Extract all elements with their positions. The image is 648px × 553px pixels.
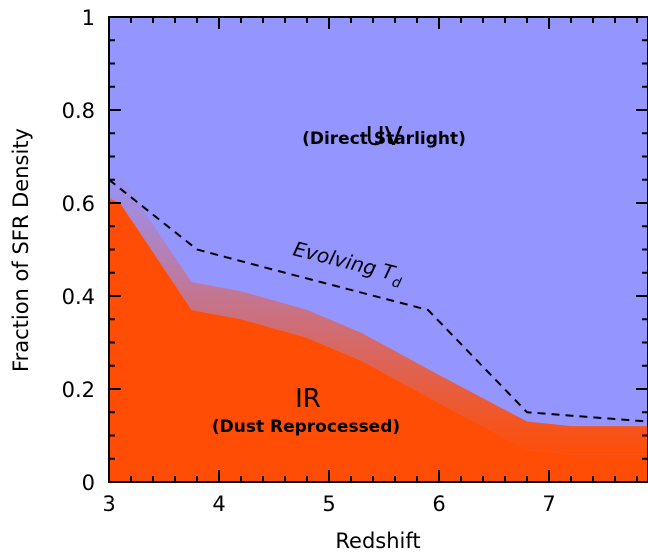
y-tick-label: 0 bbox=[82, 471, 95, 495]
x-tick-label: 5 bbox=[322, 492, 335, 516]
y-axis-title: Fraction of SFR Density bbox=[9, 128, 33, 372]
evolving-td-label-subscript: d bbox=[390, 274, 403, 292]
y-tick-label: 1 bbox=[82, 6, 95, 30]
uv-region-label: UV bbox=[366, 122, 403, 152]
x-tick-label: 7 bbox=[542, 492, 555, 516]
x-tick-label: 4 bbox=[212, 492, 225, 516]
y-tick-label: 0.8 bbox=[62, 99, 95, 123]
ir-transition-gradient bbox=[109, 170, 648, 455]
x-axis-title: Redshift bbox=[335, 529, 420, 553]
y-tick-label: 0.6 bbox=[62, 192, 95, 216]
y-tick-label: 0.2 bbox=[62, 378, 95, 402]
y-tick-label: 0.4 bbox=[62, 285, 95, 309]
ir-region-sublabel: (Dust Reprocessed) bbox=[212, 417, 400, 437]
ir-region bbox=[109, 198, 648, 482]
x-tick-label: 3 bbox=[102, 492, 115, 516]
x-tick-label: 6 bbox=[432, 492, 445, 516]
ir-region-label: IR bbox=[295, 384, 321, 414]
uv-region-sublabel: (Direct Starlight) bbox=[302, 129, 466, 149]
